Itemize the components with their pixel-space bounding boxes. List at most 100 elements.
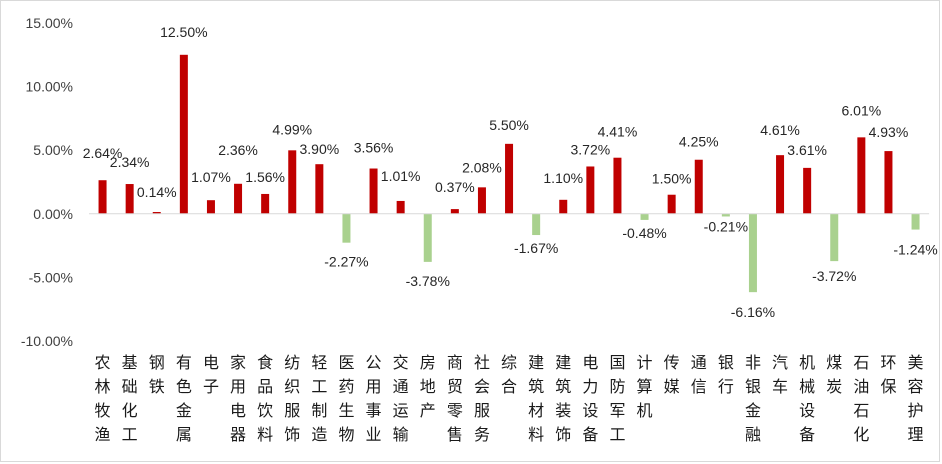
bar [559,199,568,214]
data-label: 4.41% [598,124,638,140]
category-label: 机械设备 [799,353,815,444]
category-label: 美容护理 [908,353,924,444]
y-tick-label: 0.00% [33,206,73,222]
category-label: 商贸零售 [447,353,463,444]
category-label: 石油石化 [853,353,869,444]
bar [234,183,243,214]
category-label: 传媒 [664,353,680,396]
bar [423,213,432,262]
bar [342,213,351,243]
category-label: 汽车 [772,353,788,396]
data-label: 2.64% [83,145,123,161]
data-label: 2.36% [218,142,258,158]
bar [748,213,757,293]
category-label: 家用电器 [230,353,246,444]
bar [477,187,486,214]
data-label: 1.56% [245,169,285,185]
data-label: 4.99% [272,121,312,137]
bar [179,54,188,214]
category-label: 综合 [501,353,517,396]
bar [857,137,866,214]
data-label: 4.61% [760,122,800,138]
data-label: 1.50% [652,171,692,187]
bar [694,159,703,214]
category-label: 有色金属 [176,353,192,444]
bar [315,164,324,214]
y-tick-label: -5.00% [29,269,73,285]
bar [152,212,161,214]
data-label: -1.67% [514,240,558,256]
bar [911,213,920,230]
category-label: 环保 [880,353,896,396]
bar [206,200,215,214]
bar [532,213,541,236]
bars-layer [98,54,920,293]
bar [98,180,107,214]
data-label: -3.72% [812,268,856,284]
category-label: 交通运输 [393,353,409,444]
category-label: 食品饮料 [257,353,273,444]
data-label: 6.01% [841,102,881,118]
bar [288,150,297,214]
category-label: 煤炭 [826,353,842,396]
data-label: 5.50% [489,117,529,133]
data-label: 1.07% [191,169,231,185]
bar [261,193,270,214]
bar [396,200,405,214]
category-label: 电子 [203,353,219,396]
data-label: 0.37% [435,179,475,195]
data-label: 1.01% [381,168,421,184]
data-label: -0.48% [622,225,666,241]
data-label: 3.61% [787,142,827,158]
category-label: 医药生物 [338,353,354,444]
data-label: 4.25% [679,134,719,150]
category-label: 非银金融 [745,353,761,444]
data-label: 2.08% [462,159,502,175]
category-label: 公用事业 [366,353,382,444]
y-tick-label: 15.00% [26,15,73,31]
y-tick-label: -10.00% [21,333,73,349]
bar [613,157,622,214]
y-tick-label: 10.00% [26,79,73,95]
bar [721,213,730,217]
data-label: 4.93% [869,124,909,140]
data-labels-layer: 2.64%2.34% 0.14% 12.50% 1.07% 2.36% 1.56% 4.99… [83,24,938,320]
data-label: -6.16% [731,304,775,320]
bar [505,143,514,214]
bar [640,213,649,220]
bar [586,166,595,214]
data-label: 3.90% [299,141,339,157]
bar [369,168,378,214]
bar [884,151,893,214]
bar [803,167,812,214]
category-label: 房地产 [420,353,436,420]
category-label: 电力设备 [582,353,598,444]
category-label: 建筑装饰 [555,353,571,444]
bar [830,213,839,262]
data-label: 2.34% [110,154,150,170]
data-label: 3.56% [354,140,394,156]
data-label: -3.78% [406,273,450,289]
bar [125,184,134,214]
category-label: 国防军工 [609,353,625,444]
category-label: 通信 [691,353,707,396]
bar [776,155,785,214]
y-tick-label: 5.00% [33,142,73,158]
data-label: 0.14% [137,184,177,200]
data-label: -2.27% [324,254,368,270]
category-label: 轻工制造 [311,353,327,444]
data-label: 3.72% [570,141,610,157]
data-label: 12.50% [160,24,207,40]
category-label: 钢铁 [149,353,165,396]
category-label: 基础化工 [122,353,138,444]
data-label: -0.21% [704,218,748,234]
category-label: 银行 [718,353,734,396]
category-label: 社会服务 [474,353,490,444]
data-label: 1.10% [543,170,583,186]
category-label: 农林牧渔 [95,353,111,444]
category-label: 建筑材料 [528,353,544,444]
x-axis-categories: 农林牧渔基础化工钢铁有色金属电子家用电器食品饮料纺织服饰轻工制造医药生物公用事业… [95,353,924,444]
bar [667,194,676,214]
